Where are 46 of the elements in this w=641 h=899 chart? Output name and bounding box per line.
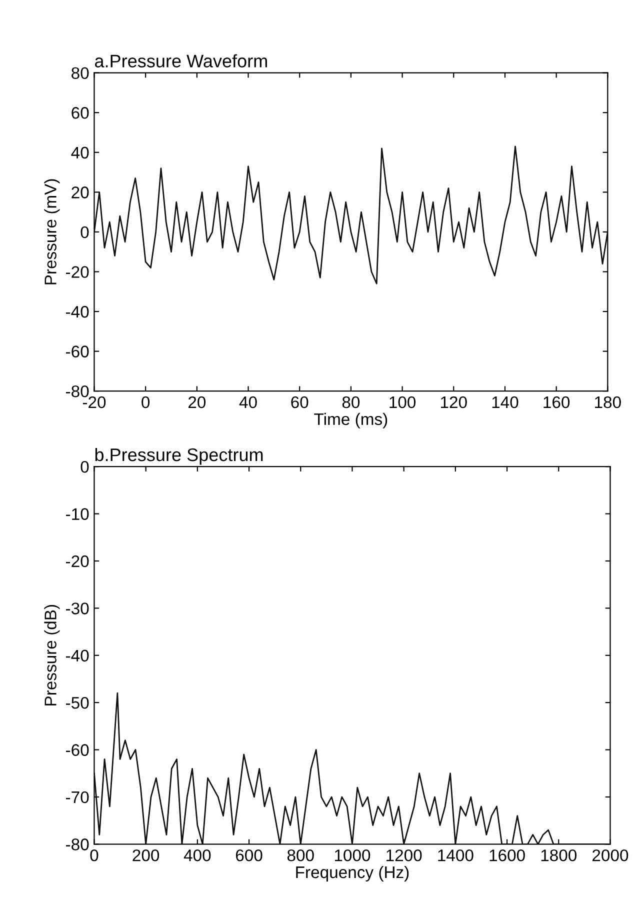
y-tick-label: 40	[71, 146, 89, 159]
x-axis-title: Frequency (Hz)	[296, 866, 409, 882]
y-axis-title: Pressure (dB)	[44, 605, 60, 706]
x-tick-label: 0	[142, 396, 150, 408]
y-tick-label: -80	[66, 385, 89, 398]
y-tick-label: 0	[80, 460, 89, 473]
x-tick-label: 1600	[490, 849, 525, 862]
y-axis-title: Pressure (mV)	[44, 179, 60, 284]
y-tick-label: 20	[72, 186, 89, 198]
y-tick-label: -30	[66, 602, 89, 614]
x-tick-label: 120	[441, 396, 467, 408]
x-tick-label: 140	[492, 396, 518, 408]
x-tick-label: 1800	[541, 849, 577, 862]
y-tick-label: -50	[66, 696, 89, 709]
x-tick-label: 200	[132, 849, 160, 862]
x-tick-label: 60	[291, 396, 308, 408]
x-tick-label: 1000	[334, 849, 370, 862]
y-tick-label: -60	[66, 346, 89, 358]
x-tick-label: 1200	[386, 849, 422, 862]
x-tick-label: 0	[90, 849, 98, 862]
x-tick-label: 80	[342, 396, 360, 408]
chart-title: b.Pressure Spectrum	[95, 448, 263, 465]
y-tick-label: -80	[66, 838, 89, 850]
chart-title: a.Pressure Waveform	[94, 54, 267, 68]
y-tick-label: -40	[66, 650, 89, 662]
x-tick-label: 20	[188, 396, 206, 408]
y-tick-label: -20	[66, 266, 89, 278]
y-tick-label: 0	[80, 226, 89, 238]
y-tick-label: 60	[72, 107, 89, 119]
y-tick-label: -40	[66, 306, 89, 318]
x-tick-label: 800	[287, 849, 314, 862]
x-tick-label: 1400	[438, 849, 474, 862]
x-tick-label: 100	[390, 396, 416, 408]
x-tick-label: 40	[239, 396, 257, 408]
y-tick-label: 80	[72, 67, 89, 80]
x-tick-label: 400	[184, 849, 211, 862]
x-tick-label: 600	[236, 849, 262, 862]
y-tick-label: -70	[66, 791, 89, 804]
y-tick-label: -20	[66, 555, 89, 568]
line-series	[94, 146, 608, 284]
y-tick-label: -60	[66, 744, 89, 756]
x-tick-label: 180	[595, 396, 621, 408]
x-axis-title: Time (ms)	[314, 412, 388, 428]
y-tick-label: -10	[66, 508, 89, 520]
x-tick-label: 160	[544, 396, 570, 408]
x-tick-label: 2000	[592, 849, 628, 862]
